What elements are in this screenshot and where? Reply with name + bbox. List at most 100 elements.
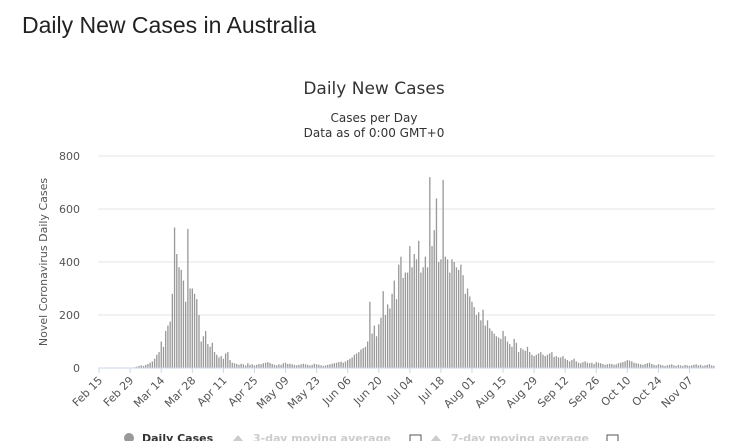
bar	[418, 240, 420, 368]
bar	[409, 246, 411, 368]
x-tick-label: Nov 07	[659, 374, 696, 411]
bar	[511, 346, 513, 368]
bar	[564, 358, 566, 368]
bar	[236, 364, 238, 368]
bar	[537, 353, 540, 368]
bar	[673, 365, 675, 368]
bar	[260, 364, 262, 368]
bar	[304, 364, 307, 368]
bar	[311, 364, 313, 368]
bar	[358, 352, 360, 368]
bar	[335, 362, 338, 368]
bar	[513, 338, 515, 368]
bar	[586, 362, 589, 368]
legend-7day-checkbox[interactable]	[606, 434, 619, 441]
bar	[520, 348, 522, 369]
bar	[433, 230, 435, 368]
bar	[238, 364, 240, 368]
bar	[575, 361, 577, 369]
bar	[244, 365, 247, 368]
bar	[276, 365, 278, 368]
bar	[659, 364, 662, 368]
bar	[298, 364, 300, 368]
legend-3day-checkbox[interactable]	[409, 434, 422, 441]
bar	[515, 342, 518, 368]
legend-7day-marker[interactable]	[430, 435, 442, 441]
bar	[593, 364, 595, 368]
x-tick-label: May 09	[254, 374, 292, 412]
bar	[231, 362, 233, 368]
bar	[242, 364, 245, 368]
bar	[331, 363, 333, 368]
bar	[200, 341, 202, 368]
bar	[373, 325, 375, 368]
bar	[591, 362, 593, 368]
x-tick-label: Sep 26	[566, 374, 602, 410]
bar	[204, 330, 207, 368]
y-tick-label: 200	[59, 309, 80, 322]
bar	[455, 267, 458, 368]
bar	[160, 341, 162, 368]
bar	[620, 362, 622, 368]
bar	[462, 275, 464, 368]
bar	[440, 259, 442, 368]
bar	[262, 363, 265, 368]
bar	[480, 320, 482, 368]
bar	[626, 360, 628, 368]
bar	[320, 365, 322, 368]
legend-daily-cases-marker[interactable]	[124, 433, 134, 441]
y-tick-label: 400	[59, 256, 80, 269]
legend-3day-label[interactable]: 3-day moving average	[253, 432, 391, 441]
bar	[429, 177, 431, 368]
x-tick-label: Oct 24	[630, 374, 665, 409]
x-tick-label: Aug 01	[441, 374, 478, 411]
bar	[464, 293, 466, 368]
bar	[444, 256, 446, 368]
bar	[249, 364, 251, 368]
bar	[362, 348, 364, 369]
bar	[624, 361, 626, 369]
bar	[529, 352, 531, 368]
bar	[227, 352, 229, 368]
legend-daily-cases-label[interactable]: Daily Cases	[142, 432, 214, 441]
bar	[639, 364, 642, 368]
bar	[309, 365, 311, 368]
bar	[324, 365, 327, 368]
bar	[562, 356, 564, 368]
bar	[209, 346, 211, 368]
bar	[391, 293, 393, 368]
legend-3day-marker[interactable]	[232, 435, 244, 441]
bar	[555, 356, 557, 368]
bar	[278, 364, 280, 368]
bar	[675, 365, 677, 368]
bar	[280, 364, 282, 368]
y-tick-label: 800	[59, 150, 80, 163]
bar	[411, 267, 413, 368]
bar	[442, 179, 444, 368]
x-tick-label: Jun 20	[350, 374, 384, 408]
bar	[682, 365, 684, 368]
bar	[142, 365, 145, 368]
bar	[604, 364, 606, 368]
legend-7day-label[interactable]: 7-day moving average	[451, 432, 589, 441]
x-tick-label: Aug 15	[472, 374, 509, 411]
bar	[355, 353, 358, 368]
bar	[602, 364, 604, 368]
bar	[173, 227, 176, 368]
bar	[435, 198, 438, 368]
bar	[369, 301, 371, 368]
bar	[267, 362, 269, 368]
bar	[273, 364, 276, 368]
bar	[557, 357, 560, 368]
bar	[635, 363, 637, 368]
bar	[271, 364, 273, 368]
bar	[560, 357, 562, 368]
bar	[646, 363, 648, 368]
bar	[289, 363, 291, 368]
bar	[580, 363, 582, 368]
bar	[147, 364, 149, 368]
bar	[711, 365, 713, 368]
chart-title: Daily New Cases	[303, 79, 445, 99]
bar	[566, 360, 569, 368]
